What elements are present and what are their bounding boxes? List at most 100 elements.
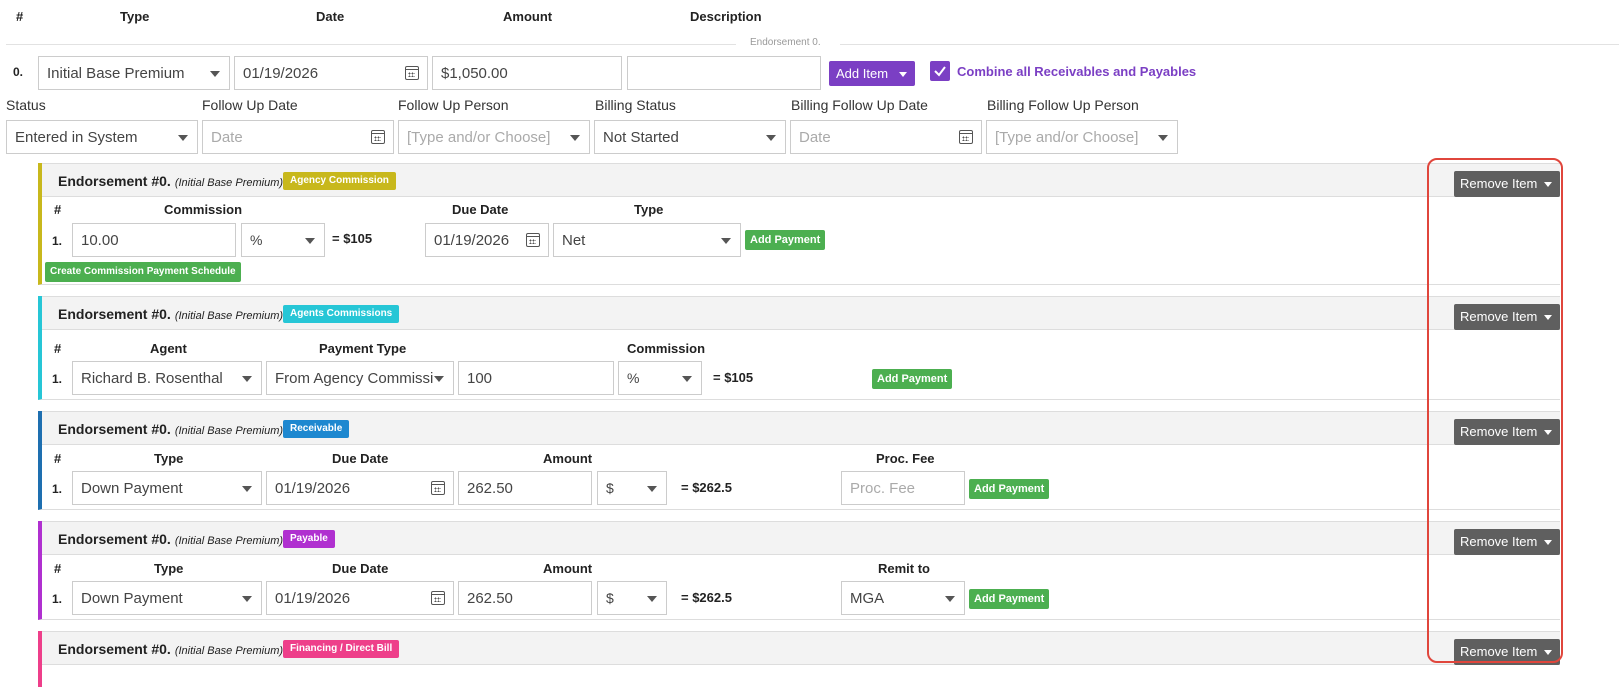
calendar-icon[interactable] <box>431 591 445 605</box>
billing-follow-up-date-placeholder: Date <box>799 128 831 146</box>
type-value: Down Payment <box>81 479 183 497</box>
amount-unit-select[interactable]: $ <box>597 471 667 505</box>
section-agents-commissions: Endorsement #0. (Initial Base Premium) Ag… <box>38 296 1560 400</box>
section-subtitle: (Initial Base Premium) <box>174 177 284 189</box>
remove-item-button[interactable]: Remove Item <box>1454 639 1560 665</box>
combine-checkbox[interactable] <box>930 61 950 81</box>
badge-agency-commission: Agency Commission <box>283 172 396 190</box>
agent-value: Richard B. Rosenthal <box>81 369 223 387</box>
calendar-icon[interactable] <box>959 130 973 144</box>
section-title-text: Endorsement #0. <box>58 306 171 322</box>
commission-unit-select[interactable]: % <box>241 223 325 257</box>
col-header-payment-type: Payment Type <box>319 341 407 356</box>
add-payment-button[interactable]: Add Payment <box>745 230 826 250</box>
section-subtitle: (Initial Base Premium) <box>174 310 284 322</box>
remove-item-button[interactable]: Remove Item <box>1454 529 1560 555</box>
col-header-amount: Amount <box>503 9 553 24</box>
due-date-value: 01/19/2026 <box>434 231 510 249</box>
item-amount-input[interactable]: $1,050.00 <box>432 56 622 90</box>
payment-type-select[interactable]: From Agency Commissi <box>266 361 454 395</box>
col-header-remit-to: Remit to <box>878 561 930 576</box>
billing-follow-up-date-input[interactable]: Date <box>790 120 982 154</box>
billing-status-value: Not Started <box>603 128 679 146</box>
status-select[interactable]: Entered in System <box>6 120 198 154</box>
col-header-due-date: Due Date <box>332 561 389 576</box>
add-payment-button[interactable]: Add Payment <box>969 479 1050 499</box>
calendar-icon[interactable] <box>405 66 419 80</box>
agent-select[interactable]: Richard B. Rosenthal <box>72 361 262 395</box>
amount-equals: = $262.5 <box>681 590 732 605</box>
create-commission-payment-schedule-button[interactable]: Create Commission Payment Schedule <box>45 262 241 282</box>
amount-input[interactable]: 262.50 <box>458 471 592 505</box>
commission-input[interactable]: 100 <box>458 361 614 395</box>
billing-follow-up-person-select[interactable]: [Type and/or Choose] <box>986 120 1178 154</box>
col-header-type: Type <box>154 451 184 466</box>
follow-up-date-input[interactable]: Date <box>202 120 394 154</box>
section-header: Endorsement #0. (Initial Base Premium) Fi… <box>42 631 1560 665</box>
col-header-num: # <box>16 9 24 24</box>
calendar-icon[interactable] <box>371 130 385 144</box>
item-type-select[interactable]: Initial Base Premium <box>38 56 230 90</box>
row-number: 1. <box>52 592 63 606</box>
remove-item-button[interactable]: Remove Item <box>1454 304 1560 330</box>
combine-label[interactable]: Combine all Receivables and Payables <box>957 64 1197 79</box>
row-number: 1. <box>52 372 63 386</box>
chevron-down-icon <box>945 596 955 602</box>
type-select[interactable]: Down Payment <box>72 471 262 505</box>
col-header-type: Type <box>120 9 150 24</box>
remit-to-select[interactable]: MGA <box>841 581 965 615</box>
caret-down-icon <box>1544 315 1552 320</box>
type-select[interactable]: Net <box>553 223 741 257</box>
col-header-due-date: Due Date <box>332 451 389 466</box>
col-header-commission: Commission <box>164 202 243 217</box>
chevron-down-icon <box>242 596 252 602</box>
remove-item-button[interactable]: Remove Item <box>1454 171 1560 197</box>
payment-type-value: From Agency Commissi <box>275 369 434 387</box>
chevron-down-icon <box>682 376 692 382</box>
follow-up-person-placeholder: [Type and/or Choose] <box>407 128 551 146</box>
remove-item-button[interactable]: Remove Item <box>1454 419 1560 445</box>
remove-item-label: Remove Item <box>1460 176 1538 191</box>
chevron-down-icon <box>434 376 444 382</box>
col-header-proc-fee: Proc. Fee <box>876 451 935 466</box>
remove-item-label: Remove Item <box>1460 644 1538 659</box>
section-header: Endorsement #0. (Initial Base Premium) Ag… <box>42 163 1560 197</box>
type-select[interactable]: Down Payment <box>72 581 262 615</box>
calendar-icon[interactable] <box>526 233 540 247</box>
commission-input[interactable]: 10.00 <box>72 223 236 257</box>
col-header-num: # <box>54 561 62 576</box>
item-description-input[interactable] <box>627 56 821 90</box>
col-header-date: Date <box>316 9 345 24</box>
amount-input[interactable]: 262.50 <box>458 581 592 615</box>
calendar-icon[interactable] <box>431 481 445 495</box>
follow-up-person-label: Follow Up Person <box>398 97 509 113</box>
col-header-commission: Commission <box>627 341 706 356</box>
due-date-input[interactable]: 01/19/2026 <box>425 223 549 257</box>
commission-unit-select[interactable]: % <box>618 361 702 395</box>
col-header-description: Description <box>690 9 762 24</box>
chevron-down-icon <box>210 71 220 77</box>
section-title-text: Endorsement #0. <box>58 641 171 657</box>
section-subtitle: (Initial Base Premium) <box>174 425 284 437</box>
due-date-input[interactable]: 01/19/2026 <box>266 471 454 505</box>
add-payment-button[interactable]: Add Payment <box>872 369 953 389</box>
amount-equals: = $262.5 <box>681 480 732 495</box>
status-label: Status <box>6 97 46 113</box>
amount-unit-select[interactable]: $ <box>597 581 667 615</box>
due-date-input[interactable]: 01/19/2026 <box>266 581 454 615</box>
caret-down-icon <box>1544 182 1552 187</box>
item-date-input[interactable]: 01/19/2026 <box>234 56 428 90</box>
follow-up-person-select[interactable]: [Type and/or Choose] <box>398 120 590 154</box>
add-item-button[interactable]: Add Item <box>829 61 915 86</box>
col-header-agent: Agent <box>150 341 187 356</box>
billing-status-select[interactable]: Not Started <box>594 120 786 154</box>
section-header: Endorsement #0. (Initial Base Premium) Ag… <box>42 296 1560 330</box>
amount-unit-value: $ <box>606 480 614 496</box>
add-payment-button[interactable]: Add Payment <box>969 589 1050 609</box>
section-title-text: Endorsement #0. <box>58 531 171 547</box>
proc-fee-input[interactable]: Proc. Fee <box>841 471 965 505</box>
amount-value: 262.50 <box>467 589 513 607</box>
commission-unit-value: % <box>250 232 263 248</box>
col-header-num: # <box>54 451 62 466</box>
commission-equals: = $105 <box>713 370 754 385</box>
